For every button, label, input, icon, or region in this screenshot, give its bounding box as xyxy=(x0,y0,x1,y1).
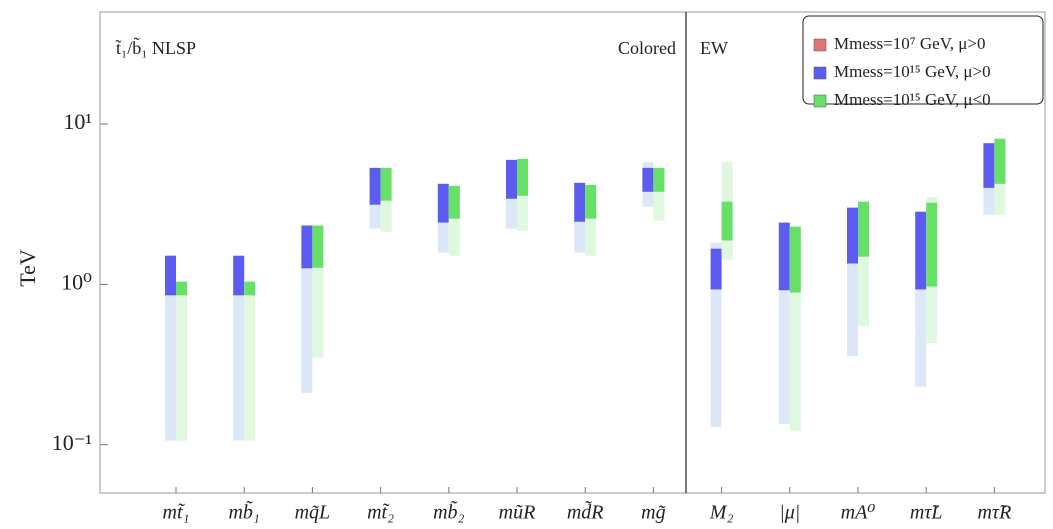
x-tick-label: md̃R xyxy=(567,500,604,524)
range-bar xyxy=(915,211,927,387)
bar xyxy=(789,226,801,293)
x-tick-label: mg̃ xyxy=(641,502,666,524)
range-bar xyxy=(301,225,313,394)
bar xyxy=(847,207,858,264)
bar xyxy=(380,167,392,201)
x-tick-label: mτ̃R xyxy=(977,502,1011,524)
legend-box xyxy=(802,15,1044,105)
x-tick-label: mũR xyxy=(499,502,536,524)
bar xyxy=(244,281,256,296)
plot-frame xyxy=(99,11,1046,494)
x-tick-label: mt̃₁ xyxy=(163,502,190,524)
range-bar xyxy=(165,255,176,441)
legend-label: Mmess=10¹⁵ GeV, μ<0 xyxy=(834,90,991,109)
bar xyxy=(710,248,722,290)
y-tick-label: 10⁰ xyxy=(61,269,92,294)
range-bar xyxy=(653,167,665,221)
bar xyxy=(778,222,790,291)
legend-label: Mmess=10¹⁵ GeV, μ>0 xyxy=(834,62,991,81)
annotation: t̃₁/b̃₁ NLSP xyxy=(116,36,197,58)
legend-label: Mmess=10⁷ GeV, μ>0 xyxy=(834,34,986,53)
y-axis-label: TeV xyxy=(15,249,40,287)
range-bar xyxy=(858,201,869,327)
bar xyxy=(585,184,597,219)
bar xyxy=(301,225,313,269)
legend-swatch xyxy=(813,38,827,52)
range-bar xyxy=(778,222,790,424)
x-tick-label: mb̃₁ xyxy=(228,500,259,524)
range-bar xyxy=(585,184,597,256)
annotation: Colored xyxy=(618,38,676,58)
bar xyxy=(176,281,187,296)
x-tick-label: M₂ xyxy=(709,502,734,524)
legend-swatch xyxy=(813,66,827,80)
bar xyxy=(574,182,586,222)
bar xyxy=(994,138,1006,184)
x-tick-label: mt̃₂ xyxy=(367,502,394,524)
x-tick-label: |μ| xyxy=(779,502,800,524)
y-tick-label: 10⁻¹ xyxy=(52,430,92,455)
range-bar xyxy=(312,225,324,358)
bar xyxy=(858,201,869,257)
x-tick-label: mτ̃L xyxy=(910,502,943,524)
bar xyxy=(165,255,176,296)
x-tick-label: mb̃₂ xyxy=(433,500,464,524)
range-bar xyxy=(789,226,801,431)
range-bar xyxy=(233,255,245,441)
bar xyxy=(369,167,381,205)
annotation: EW xyxy=(700,38,728,58)
bar xyxy=(517,158,528,196)
bar xyxy=(506,159,517,199)
bar xyxy=(721,201,733,241)
bar xyxy=(448,185,460,219)
legend-swatch xyxy=(813,94,827,108)
range-bar xyxy=(710,242,722,428)
range-bar xyxy=(244,281,256,441)
bar xyxy=(437,183,449,223)
x-tick-label: mA⁰ xyxy=(841,502,876,524)
range-bar xyxy=(176,281,187,441)
bar xyxy=(926,202,938,287)
bar xyxy=(642,167,654,192)
bar xyxy=(983,143,995,188)
bar xyxy=(312,225,324,268)
range-bar xyxy=(847,207,858,357)
bar xyxy=(233,255,245,296)
y-tick-label: 10¹ xyxy=(63,109,92,134)
range-bar xyxy=(448,185,460,256)
bar xyxy=(915,211,927,290)
x-tick-label: mq̃L xyxy=(295,502,331,524)
bar xyxy=(653,167,665,192)
